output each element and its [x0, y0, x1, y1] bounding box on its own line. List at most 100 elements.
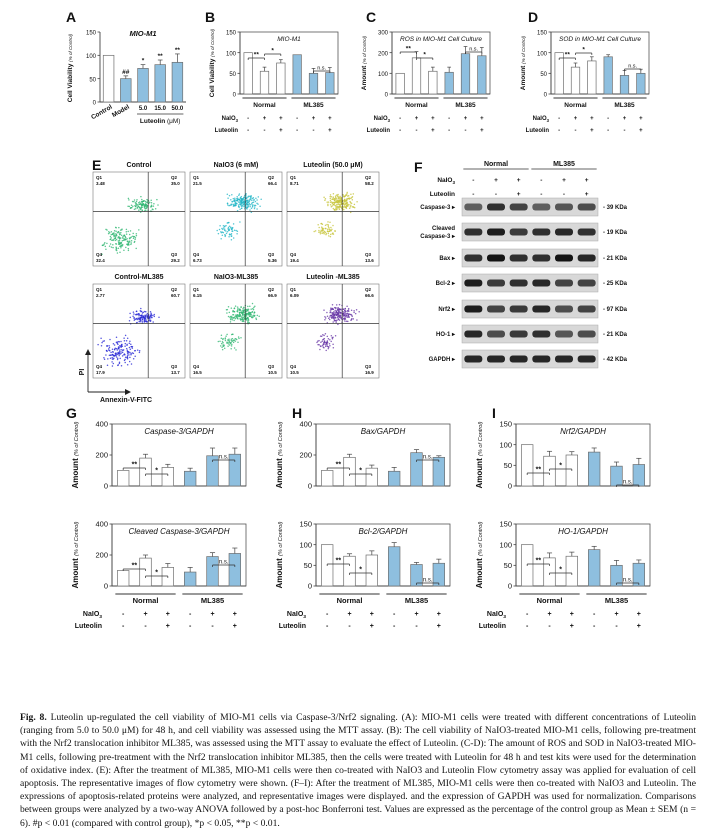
flow-plot-5-event-dot — [241, 316, 244, 318]
flow-plot-2-event-dot — [230, 233, 233, 235]
flow-plot-4-event-dot — [109, 338, 111, 341]
flow-plot-3-event-dot — [318, 229, 320, 232]
panel-h-top-sig-label: * — [359, 468, 362, 475]
flow-plot-3-event-dot — [323, 196, 325, 199]
flow-plot-6-q4-name: Q4 — [290, 364, 297, 369]
panel-a-sig: ** — [175, 47, 181, 54]
panel-b-ylabel-unit: (% of Control) — [210, 28, 215, 57]
panel-g-bottom-ytick-label: 200 — [95, 551, 108, 560]
flow-plot-2-event-dot — [228, 194, 231, 197]
flow-plot-2-event-dot — [251, 197, 254, 200]
flow-plot-2-event-dot — [253, 198, 255, 201]
flow-plot-1-event-dot — [124, 238, 127, 241]
flow-plot-4-event-dot — [123, 353, 125, 356]
panel-a-ylabel: Cell Viability (% of Control) — [67, 33, 74, 102]
panel-d-naio3-mark: - — [607, 116, 609, 122]
flow-plot-3-event-dot — [330, 226, 332, 229]
flow-plot-1-event-dot — [127, 249, 130, 252]
flow-plot-1-event-dot — [117, 236, 120, 238]
flow-plot-2-event-dot — [221, 231, 224, 233]
panel-g-bottom-bar — [206, 556, 219, 587]
flow-plot-6-event-dot — [330, 335, 333, 337]
panel-a-ytick-label: 100 — [86, 54, 97, 60]
flow-plot-6-event-dot — [329, 314, 332, 317]
flow-plot-1-event-dot — [115, 233, 118, 236]
panel-b-bar — [243, 52, 253, 95]
blot-band — [577, 254, 596, 262]
panel-h-bottom-bar — [365, 554, 378, 587]
flow-plot-6-event-dot — [326, 341, 329, 343]
flow-plot-4-event-dot — [124, 345, 126, 347]
caption-text: Luteolin up-regulated the cell viability… — [20, 712, 696, 829]
flow-plot-5-event-dot — [225, 335, 227, 337]
panel-d-sig-label: * — [582, 47, 585, 54]
flow-plot-4-event-dot — [128, 320, 131, 322]
flow-plot-5-q2-name: Q2 — [268, 287, 275, 292]
flow-plot-5-event-dot — [239, 318, 242, 320]
blot-naio3-mark: + — [562, 177, 566, 184]
panel-g-bottom-bar — [139, 557, 152, 587]
blot-band — [487, 203, 505, 211]
flow-plot-5-event-dot — [224, 337, 227, 339]
panel-i-bottom-title: HO-1/GAPDH — [558, 527, 608, 536]
flow-plot-3-event-dot — [320, 229, 322, 231]
flow-plot-2-event-dot — [249, 198, 251, 201]
panel-g-bottom-title: Cleaved Caspase-3/GAPDH — [129, 527, 230, 536]
flow-plot-4-event-dot — [120, 344, 123, 347]
flow-plot-4-event-dot — [115, 354, 117, 357]
blot-strip — [461, 197, 599, 217]
flow-plot-1-event-dot — [150, 204, 153, 206]
panel-i-bottom-ytick-label: 50 — [504, 561, 512, 570]
blot-protein-label: Caspase-3 ▸ — [420, 205, 456, 211]
flow-plot-3-q1-name: Q1 — [290, 175, 297, 180]
panel-g-naio3-mark: + — [143, 611, 147, 618]
flow-plot-1-event-dot — [132, 205, 134, 208]
flow-plot-1-event-dot — [135, 234, 138, 237]
flow-plot-4-event-dot — [121, 355, 124, 357]
flow-plot-4-event-dot — [140, 307, 142, 310]
flow-plot-1-event-dot — [128, 240, 131, 242]
flow-plot-4-event-dot — [150, 312, 152, 315]
flow-plot-3-event-dot — [334, 204, 336, 207]
flow-plot-1-event-dot — [111, 239, 113, 242]
flow-plot-5-event-dot — [246, 310, 248, 312]
flow-plot-3-event-dot — [329, 199, 332, 202]
flow-plot-4-event-dot — [143, 317, 146, 319]
flow-plot-6-event-dot — [342, 308, 345, 311]
panel-a-bar — [137, 68, 149, 103]
panel-a-xlabel: 15.0 — [154, 106, 166, 112]
panel-i-top-sig-label: ** — [536, 467, 542, 474]
flow-plot-2-event-dot — [230, 239, 233, 241]
flow-plot-1-event-dot — [120, 229, 123, 231]
flow-plot-1-event-dot — [134, 236, 137, 239]
flow-plot-6-event-dot — [353, 311, 355, 314]
flow-plot-1-event-dot — [135, 200, 138, 203]
flow-plot-2-event-dot — [251, 201, 254, 204]
flow-plot-4-event-dot — [144, 318, 147, 320]
blot-band — [487, 279, 505, 287]
flow-plot-3-event-dot — [331, 228, 333, 231]
flow-plot-2-event-dot — [257, 196, 260, 198]
flow-plot-3-event-dot — [337, 207, 339, 209]
flow-plot-3-event-dot — [332, 192, 335, 195]
flow-plot-1-event-dot — [120, 246, 122, 249]
flow-plot-6-event-dot — [324, 345, 327, 348]
panel-b-sig-label: n.s. — [317, 66, 326, 72]
flow-plot-6-event-dot — [335, 321, 337, 323]
panel-i-top-ylabel: Amount (% of Control) — [475, 421, 484, 488]
panel-c-ytick-label: 0 — [385, 93, 389, 99]
flow-plot-6-event-dot — [323, 341, 326, 343]
flow-plot-5-event-dot — [255, 317, 257, 319]
flow-plot-5-event-dot — [222, 341, 224, 344]
flow-plot-4-event-dot — [143, 310, 146, 313]
flow-plot-1-event-dot — [110, 231, 113, 233]
flow-plot-5-event-dot — [247, 319, 250, 322]
flow-plot-2-event-dot — [251, 199, 253, 202]
panel-d-luteolin-mark: + — [590, 128, 594, 134]
flow-plot-6-event-dot — [351, 315, 353, 318]
flow-plot-1-event-dot — [108, 231, 111, 234]
flow-plot-1-event-dot — [109, 243, 112, 245]
flow-plot-4-event-dot — [124, 342, 127, 345]
flow-plot-4-event-dot — [115, 356, 118, 358]
flow-plot-1-event-dot — [120, 242, 123, 244]
